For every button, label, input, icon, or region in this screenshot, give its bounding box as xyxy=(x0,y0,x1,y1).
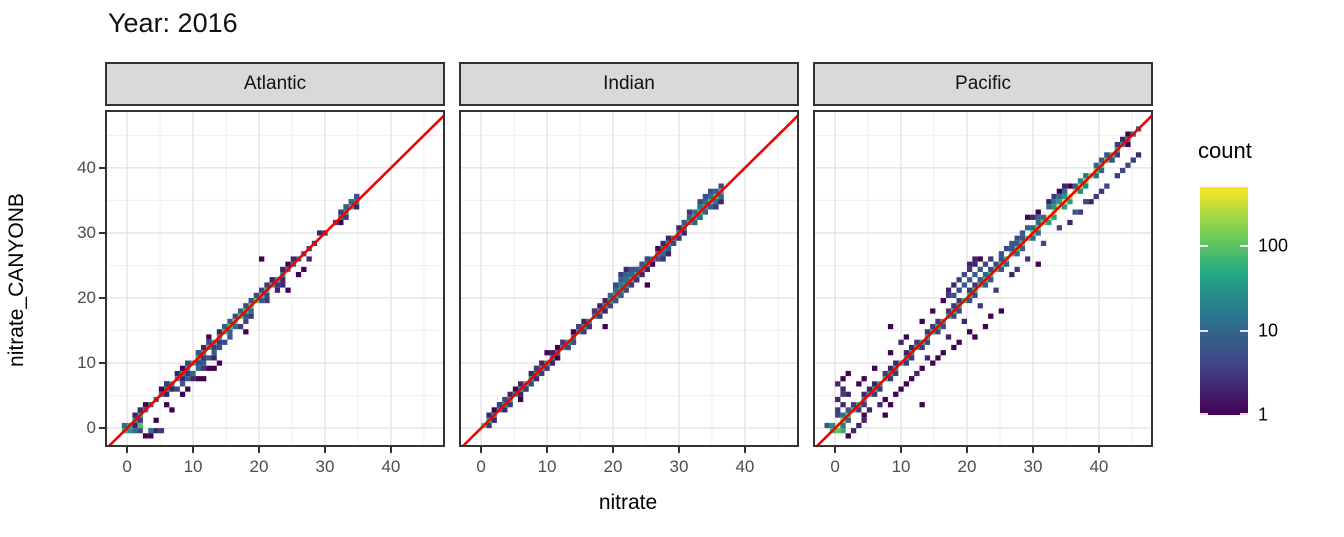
x-tick-mark xyxy=(834,447,836,453)
x-axis-title: nitrate xyxy=(598,491,658,514)
x-tick-mark xyxy=(126,447,128,453)
x-tick-mark xyxy=(1032,447,1034,453)
facet-panel-atlantic xyxy=(105,110,445,447)
identity-line xyxy=(815,113,1153,447)
y-tick-mark xyxy=(99,362,105,364)
y-tick-mark xyxy=(99,167,105,169)
x-tick-label: 0 xyxy=(830,457,840,476)
legend-tick-label: 1 xyxy=(1258,404,1269,425)
legend-tick-label: 100 xyxy=(1258,235,1289,256)
panel-canvas-atlantic xyxy=(105,110,445,447)
x-tick-label: 0 xyxy=(122,457,132,476)
x-tick-label: 30 xyxy=(1023,457,1043,476)
legend-tick-mark xyxy=(1200,245,1208,248)
y-tick-label: 10 xyxy=(77,353,96,373)
legend-tick-mark xyxy=(1200,413,1208,415)
x-tick-mark xyxy=(612,447,614,453)
x-tick-mark xyxy=(324,447,326,453)
identity-line xyxy=(461,113,799,447)
facet-strip-label: Indian xyxy=(603,73,655,94)
x-tick-label: 40 xyxy=(1089,457,1109,476)
facet-strip-label: Pacific xyxy=(955,73,1011,94)
x-tick-mark xyxy=(1098,447,1100,453)
legend-tick-mark xyxy=(1240,413,1248,415)
x-tick-mark xyxy=(192,447,194,453)
x-tick-label: 20 xyxy=(603,457,623,476)
x-tick-label: 20 xyxy=(249,457,269,476)
grid-lines xyxy=(813,110,1153,447)
x-tick-mark xyxy=(390,447,392,453)
facet-strip-pacific: Pacific xyxy=(813,62,1153,106)
x-tick-mark xyxy=(900,447,902,453)
facet-strip-atlantic: Atlantic xyxy=(105,62,445,106)
legend-tick-mark xyxy=(1240,245,1248,248)
y-tick-label: 0 xyxy=(86,418,96,438)
x-tick-label: 30 xyxy=(315,457,335,476)
y-tick-label: 30 xyxy=(77,222,96,242)
facet-strip-indian: Indian xyxy=(459,62,799,106)
x-tick-mark xyxy=(480,447,482,453)
x-tick-label: 30 xyxy=(669,457,689,476)
grid-lines xyxy=(105,110,445,447)
legend-gradient-bar xyxy=(1200,187,1248,415)
legend-title: count xyxy=(1198,138,1252,163)
facet-strip-label: Atlantic xyxy=(243,73,307,94)
x-tick-mark xyxy=(744,447,746,453)
y-tick-label: 40 xyxy=(77,157,96,177)
facet-panel-indian xyxy=(459,110,799,447)
x-tick-mark xyxy=(966,447,968,453)
x-tick-label: 10 xyxy=(537,457,557,476)
facet-panel-pacific xyxy=(813,110,1153,447)
y-tick-mark xyxy=(99,427,105,429)
plot-title: Year: 2016 xyxy=(108,8,238,38)
panel-canvas-indian xyxy=(459,110,799,447)
x-tick-label: 20 xyxy=(957,457,977,476)
y-axis-title: nitrate_CANYONB xyxy=(5,193,28,367)
panel-border xyxy=(459,110,799,447)
x-tick-label: 10 xyxy=(891,457,911,476)
y-tick-label: 20 xyxy=(77,288,96,308)
panel-canvas-pacific xyxy=(813,110,1153,447)
x-tick-label: 0 xyxy=(476,457,486,476)
legend-tick-label: 10 xyxy=(1258,320,1279,341)
y-tick-mark xyxy=(99,232,105,234)
identity-line xyxy=(107,113,445,447)
y-tick-mark xyxy=(99,297,105,299)
x-tick-label: 40 xyxy=(381,457,401,476)
x-tick-mark xyxy=(678,447,680,453)
x-tick-label: 40 xyxy=(735,457,755,476)
panel-border xyxy=(813,110,1153,447)
legend-tick-mark xyxy=(1240,329,1248,332)
x-tick-label: 10 xyxy=(183,457,203,476)
x-tick-mark xyxy=(258,447,260,453)
panel-border xyxy=(105,110,445,447)
x-tick-mark xyxy=(546,447,548,453)
legend-tick-mark xyxy=(1200,329,1208,332)
